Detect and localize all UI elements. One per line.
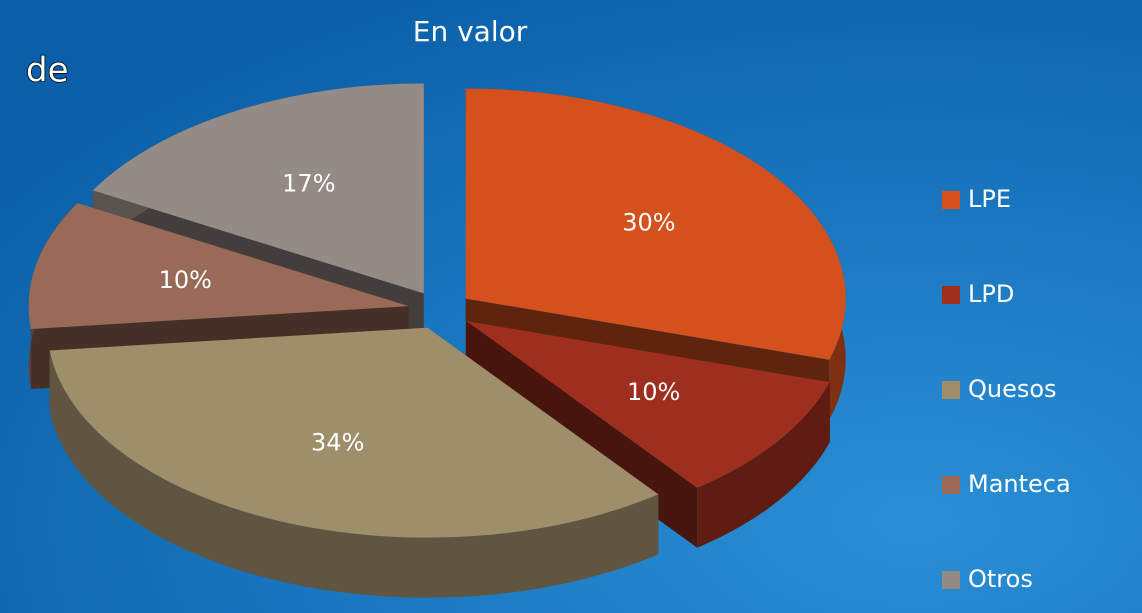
legend-swatch [942, 476, 960, 494]
slice-side [697, 382, 830, 548]
legend-swatch [942, 381, 960, 399]
slide-text: de [26, 51, 69, 91]
slice [49, 327, 659, 538]
legend-swatch [942, 286, 960, 304]
legend-swatch [942, 571, 960, 589]
data-label: 10% [627, 378, 680, 406]
slice [466, 320, 830, 488]
legend-label: LPE [968, 185, 1011, 213]
data-label: 10% [159, 266, 212, 294]
legend-swatch [942, 191, 960, 209]
data-label: 30% [622, 209, 675, 237]
slice [465, 88, 846, 360]
slice-side [49, 350, 659, 598]
legend-label: Manteca [968, 470, 1071, 498]
legend-label: Otros [968, 565, 1033, 593]
slice: 34% [49, 327, 659, 598]
slice [92, 83, 424, 294]
legend-label: Quesos [968, 375, 1057, 403]
data-label: 34% [311, 428, 364, 456]
chart-title: En valor [413, 15, 528, 48]
slice [28, 203, 409, 329]
data-label: 17% [282, 170, 335, 198]
legend-label: LPD [968, 280, 1014, 308]
